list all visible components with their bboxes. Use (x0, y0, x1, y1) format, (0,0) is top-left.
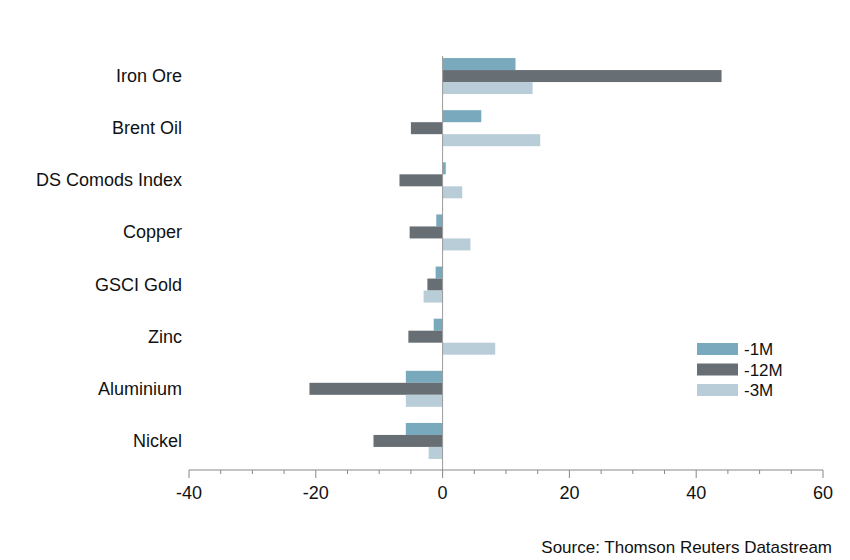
bar (443, 134, 541, 146)
minor-tick (474, 470, 475, 474)
minor-tick (284, 470, 285, 474)
minor-tick (347, 470, 348, 474)
bar (373, 435, 442, 447)
category-label: Zinc (148, 327, 182, 347)
category-label: DS Comods Index (36, 170, 182, 190)
minor-tick (537, 470, 538, 474)
bar (410, 226, 443, 238)
tick (696, 470, 697, 478)
minor-tick (410, 470, 411, 474)
tick-label: 0 (438, 483, 448, 503)
legend-swatch (697, 384, 738, 396)
bar (436, 214, 442, 226)
bar (443, 238, 471, 250)
legend-swatch (697, 343, 738, 355)
bar (443, 70, 722, 82)
tick-label: -40 (176, 483, 202, 503)
bar (406, 395, 443, 407)
bar (443, 58, 516, 70)
category-label: Aluminium (98, 379, 182, 399)
bar (406, 423, 443, 435)
tick-label: 40 (686, 483, 706, 503)
tick (315, 470, 316, 478)
minor-tick (727, 470, 728, 474)
zero-line (442, 56, 443, 470)
bar (427, 279, 442, 291)
bar (443, 110, 482, 122)
bar (424, 291, 443, 303)
tick (442, 470, 443, 478)
chart: Iron Ore Brent Oil DS Comods Index Copper GS… (0, 0, 850, 560)
category-label: Nickel (133, 431, 182, 451)
bar (434, 319, 443, 331)
bar (309, 383, 442, 395)
category-label: Copper (123, 222, 182, 242)
minor-tick (506, 470, 507, 474)
bar (399, 174, 442, 186)
tick (569, 470, 570, 478)
tick (189, 470, 190, 478)
minor-tick (664, 470, 665, 474)
tick-label: 20 (559, 483, 579, 503)
bar (443, 186, 463, 198)
bar (411, 122, 443, 134)
tick (823, 470, 824, 478)
legend-swatch (697, 364, 738, 376)
bar (443, 343, 496, 355)
tick-label: 60 (813, 483, 833, 503)
minor-tick (379, 470, 380, 474)
category-label: Iron Ore (116, 66, 182, 86)
bars (309, 58, 721, 459)
bar (406, 371, 443, 383)
tick-label: -20 (303, 483, 329, 503)
category-label: GSCI Gold (95, 275, 182, 295)
bar (429, 447, 443, 459)
minor-tick (759, 470, 760, 474)
category-label: Brent Oil (112, 118, 182, 138)
legend-label: -3M (744, 381, 773, 400)
minor-tick (252, 470, 253, 474)
bar (408, 331, 442, 343)
minor-tick (601, 470, 602, 474)
minor-tick (791, 470, 792, 474)
legend-label: -1M (744, 340, 773, 359)
bar (443, 82, 533, 94)
bar (436, 267, 443, 279)
minor-tick (632, 470, 633, 474)
legend-label: -12M (744, 361, 783, 380)
minor-tick (220, 470, 221, 474)
source: Source: Thomson Reuters Datastream (541, 538, 832, 557)
